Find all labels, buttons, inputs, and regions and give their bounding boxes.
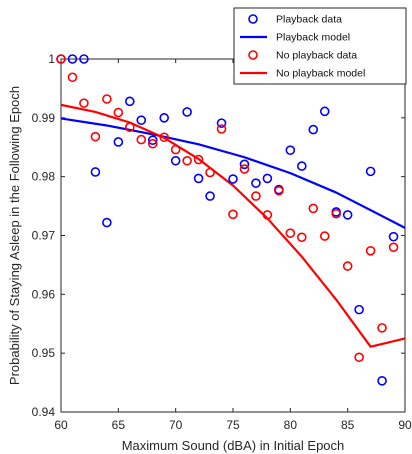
playback-data-point xyxy=(159,113,169,123)
ticks-layer: 60 65 70 75 80 85 90 0.94 0.95 0.96 0.97 0.98 0.99 1 xyxy=(32,52,412,432)
no-playback-data-point xyxy=(136,134,147,145)
legend-marker-playback-data xyxy=(248,14,258,24)
legend: Playback data Playback model No playback… xyxy=(233,7,407,85)
y-tick-label: 0.95 xyxy=(32,346,56,360)
no-playback-data-point xyxy=(239,164,250,174)
plot-area xyxy=(60,58,406,413)
no-playback-data-point xyxy=(113,107,124,118)
no-playback-data-point xyxy=(182,155,192,166)
playback-data-point xyxy=(228,174,238,184)
plot-frame xyxy=(60,58,406,413)
x-tick-label: 75 xyxy=(226,418,240,432)
no-playback-data-point xyxy=(308,203,319,214)
y-axis-title: Probability of Staying Asleep in the Fol… xyxy=(7,86,22,385)
y-tick-label: 0.98 xyxy=(32,170,56,184)
playback-data-point xyxy=(239,159,250,170)
x-tick-label: 80 xyxy=(284,418,298,432)
no-playback-data-point xyxy=(205,167,215,178)
playback-data-point xyxy=(354,304,364,315)
y-tick-label: 1 xyxy=(48,52,55,66)
playback-data-point xyxy=(79,54,89,64)
legend-label-playback-model: Playback model xyxy=(276,32,350,44)
legend-label-playback-data: Playback data xyxy=(276,14,342,26)
playback-data-point xyxy=(102,217,112,228)
no-playback-data-point xyxy=(67,72,78,83)
playback-data-point xyxy=(342,210,353,220)
x-tick-label: 60 xyxy=(54,418,68,432)
playback-data-point xyxy=(216,118,227,128)
no-playback-data-point xyxy=(388,242,399,253)
legend-box xyxy=(233,7,407,85)
playback-data-point xyxy=(296,161,307,171)
no-playback-data-point xyxy=(90,131,101,142)
no-playback-data-point xyxy=(102,94,112,104)
x-tick-label: 65 xyxy=(112,418,126,432)
x-tick-label: 90 xyxy=(398,418,412,432)
playback-data-point xyxy=(319,106,330,117)
legend-label-no-playback-data: No playback data xyxy=(276,50,357,62)
playback-data-point xyxy=(251,178,261,188)
no-playback-data-point xyxy=(170,144,181,155)
x-tick-label: 85 xyxy=(341,418,355,432)
no-playback-data-point xyxy=(228,209,238,220)
no-playback-data-point xyxy=(319,231,330,241)
playback-data-point xyxy=(377,376,387,386)
no-playback-data-point xyxy=(262,210,273,220)
playback-data-point xyxy=(67,54,78,64)
no-playback-model-line xyxy=(60,103,406,348)
no-playback-data-point xyxy=(331,208,342,219)
playback-model-line xyxy=(60,117,406,229)
no-playback-data-point xyxy=(365,245,376,256)
legend-marker-no-playback-data xyxy=(248,50,258,60)
no-playback-data-point xyxy=(377,323,387,333)
no-playback-data-point xyxy=(251,191,261,201)
no-playback-data-point xyxy=(274,185,284,196)
playback-data-point xyxy=(193,173,204,184)
no-playback-data-point xyxy=(147,138,158,149)
playback-data-point xyxy=(90,167,101,177)
y-tick-label: 0.96 xyxy=(32,287,56,301)
playback-data-point xyxy=(308,124,319,135)
playback-data-point xyxy=(388,231,399,242)
y-tick-label: 0.94 xyxy=(32,405,56,419)
playback-data-point xyxy=(205,191,215,201)
no-playback-data-point xyxy=(79,98,89,108)
series-layer xyxy=(56,54,406,386)
playback-data-point xyxy=(262,173,273,184)
playback-data-point xyxy=(170,155,181,166)
no-playback-data-point xyxy=(56,54,66,64)
no-playback-data-point xyxy=(354,352,364,363)
no-playback-data-point xyxy=(125,122,135,133)
playback-data-point xyxy=(147,135,158,145)
no-playback-data-point xyxy=(159,132,169,143)
no-playback-data-point xyxy=(216,124,227,134)
playback-data-point xyxy=(285,145,296,155)
no-playback-data-point xyxy=(296,232,307,243)
y-tick-label: 0.99 xyxy=(32,111,56,125)
no-playback-data-point xyxy=(285,228,296,238)
playback-data-point xyxy=(182,107,192,117)
playback-data-point xyxy=(365,166,376,177)
playback-data-point xyxy=(113,137,124,147)
playback-data-point xyxy=(125,96,135,107)
x-tick-label: 70 xyxy=(169,418,183,432)
y-tick-label: 0.97 xyxy=(32,229,56,243)
no-playback-data-point xyxy=(342,261,353,271)
x-axis-title: Maximum Sound (dBA) in Initial Epoch xyxy=(122,438,345,453)
playback-data-point xyxy=(136,115,147,125)
legend-label-no-playback-model: No playback model xyxy=(276,68,365,80)
no-playback-data-point xyxy=(193,154,204,165)
